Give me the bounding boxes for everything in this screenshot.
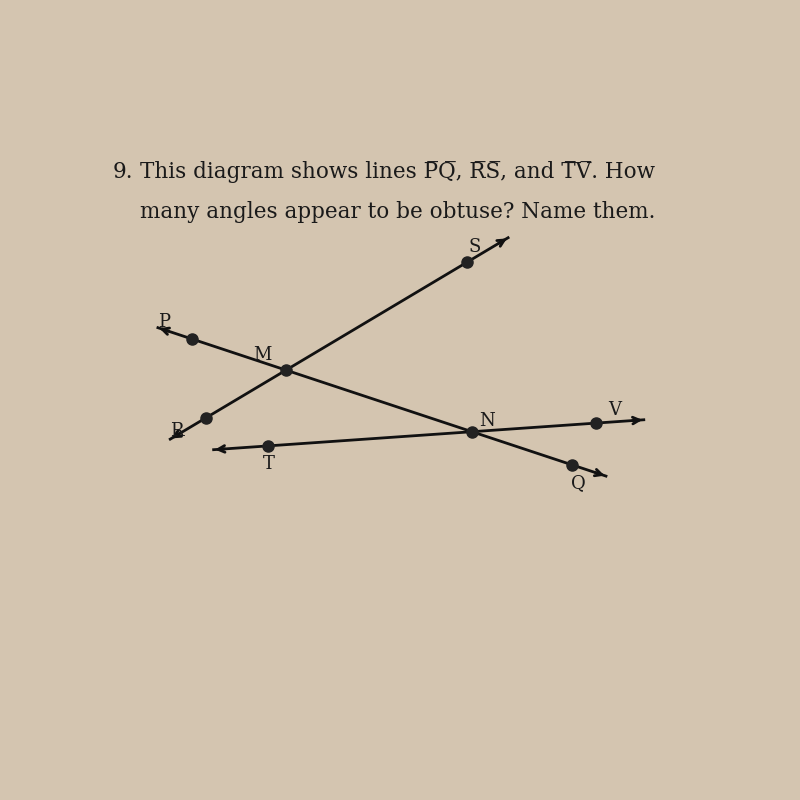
Text: R: R <box>170 422 183 440</box>
Text: S: S <box>468 238 480 256</box>
Text: V: V <box>608 401 621 418</box>
Text: Q: Q <box>571 474 586 492</box>
Text: M: M <box>254 346 272 364</box>
Text: This diagram shows lines P̅Q̅, R̅S̅, and T̅V̅. How: This diagram shows lines P̅Q̅, R̅S̅, and… <box>140 161 655 182</box>
Text: T: T <box>263 455 275 474</box>
Text: P: P <box>158 313 170 330</box>
Text: many angles appear to be obtuse? Name them.: many angles appear to be obtuse? Name th… <box>140 201 656 222</box>
Text: N: N <box>480 412 495 430</box>
Text: 9.: 9. <box>112 161 133 182</box>
